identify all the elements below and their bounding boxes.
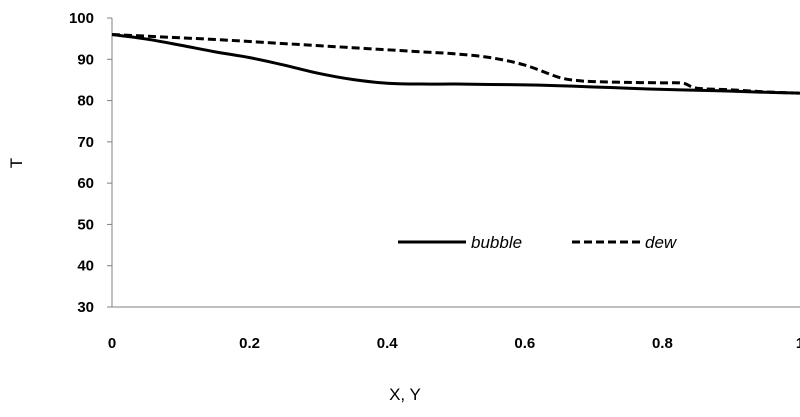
x-axis-title: X, Y: [389, 385, 421, 404]
y-tick-label: 100: [69, 10, 94, 27]
x-tick-label: 0.2: [239, 335, 260, 352]
y-tick-label: 60: [77, 175, 94, 192]
series-line-bubble: [111, 33, 800, 95]
y-tick-label: 40: [77, 258, 94, 275]
x-tick-label: 1: [796, 335, 800, 352]
y-axis-ticks: 30 40 50 60 70 80 90 100: [69, 10, 112, 316]
plot-area: 30 40 50 60 70 80 90 100 0 0.2 0.4 0.6 0.8 1: [69, 10, 800, 352]
x-tick-label: 0.8: [652, 335, 673, 352]
x-tick-label: 0: [108, 335, 116, 352]
y-tick-label: 90: [77, 51, 94, 68]
y-tick-label: 50: [77, 216, 94, 233]
legend-label-dew: dew: [645, 233, 678, 252]
x-tick-label: 0.6: [514, 335, 535, 352]
x-tick-label: 0.4: [377, 335, 399, 352]
y-tick-label: 30: [77, 299, 94, 316]
y-axis-title: T: [7, 158, 26, 168]
series-layer: [111, 33, 800, 95]
y-tick-label: 70: [77, 134, 94, 151]
legend-label-bubble: bubble: [471, 233, 522, 252]
y-tick-label: 80: [77, 93, 94, 110]
x-axis-ticks: 0 0.2 0.4 0.6 0.8 1: [108, 335, 800, 352]
series-line-dew: [111, 33, 800, 95]
legend: bubble dew: [398, 233, 678, 252]
